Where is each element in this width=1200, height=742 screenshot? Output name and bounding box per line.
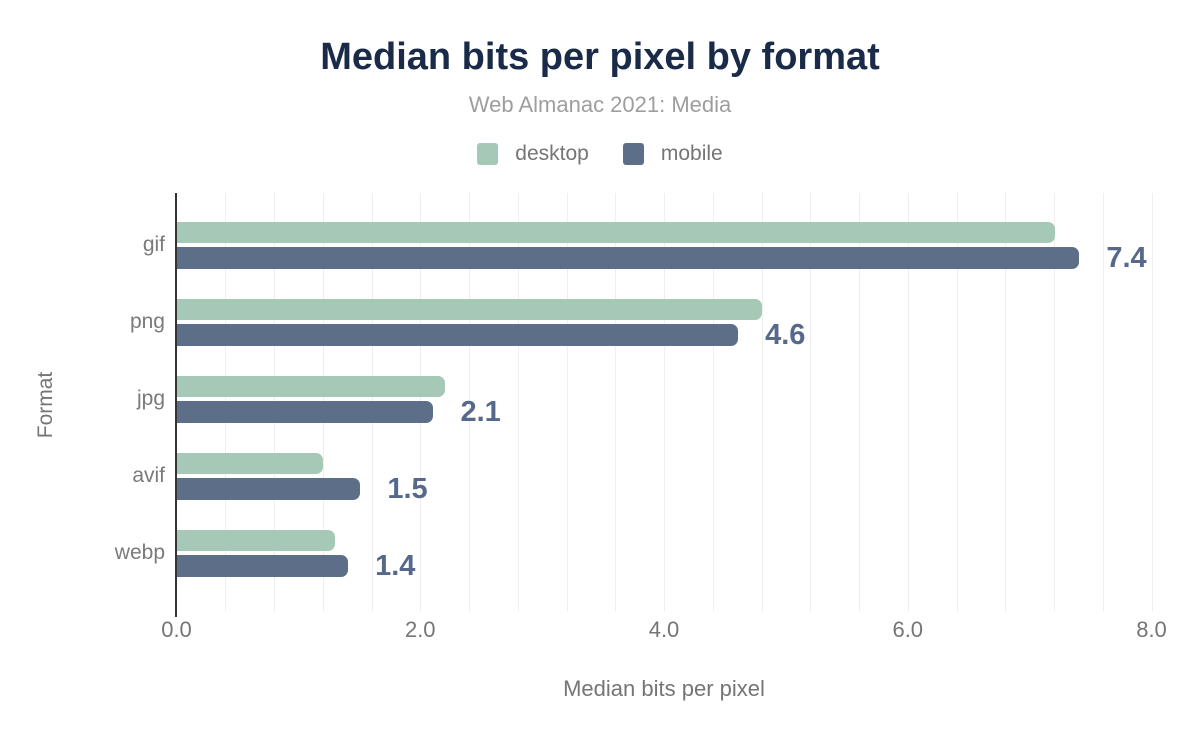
bar-desktop-avif[interactable] bbox=[177, 453, 324, 474]
bar-mobile-jpg[interactable] bbox=[177, 401, 433, 423]
chart-subtitle: Web Almanac 2021: Media bbox=[468, 92, 732, 117]
legend-label-desktop: desktop bbox=[515, 142, 589, 165]
mobile-swatch-icon bbox=[622, 143, 644, 165]
gridline bbox=[859, 193, 860, 611]
category-label-jpg: jpg bbox=[136, 387, 165, 410]
desktop-swatch-icon bbox=[477, 143, 499, 165]
x-tick-label: 8.0 bbox=[1136, 617, 1167, 642]
legend-item-mobile: mobile bbox=[622, 142, 723, 166]
x-tick-label: 0.0 bbox=[161, 617, 192, 642]
gridline bbox=[956, 193, 958, 611]
bar-value-label-jpg: 2.1 bbox=[460, 396, 501, 428]
gridline bbox=[664, 193, 665, 611]
category-label-gif: gif bbox=[142, 233, 165, 256]
x-tick-label: 4.0 bbox=[648, 617, 680, 642]
bar-desktop-png[interactable] bbox=[177, 299, 762, 320]
bar-value-label-gif: 7.4 bbox=[1106, 242, 1147, 274]
bar-desktop-webp[interactable] bbox=[177, 530, 336, 551]
gridline bbox=[615, 193, 617, 611]
category-label-webp: webp bbox=[114, 541, 165, 564]
category-label-avif: avif bbox=[132, 464, 165, 487]
gridline bbox=[566, 193, 568, 611]
x-tick-label: 6.0 bbox=[892, 617, 924, 642]
legend: desktop mobile bbox=[0, 142, 1200, 166]
gridline bbox=[517, 193, 519, 611]
gridline bbox=[1151, 193, 1153, 611]
bar-value-label-png: 4.6 bbox=[765, 319, 806, 351]
gridline bbox=[469, 193, 470, 611]
bar-desktop-jpg[interactable] bbox=[177, 376, 446, 397]
bar-mobile-webp[interactable] bbox=[177, 555, 348, 577]
gridline bbox=[1102, 193, 1104, 611]
x-axis-title: Median bits per pixel bbox=[563, 676, 765, 701]
bar-value-label-webp: 1.4 bbox=[375, 550, 416, 582]
gridline bbox=[1054, 193, 1055, 611]
x-tick-label: 2.0 bbox=[404, 617, 436, 642]
gridline bbox=[761, 193, 763, 611]
bar-mobile-png[interactable] bbox=[177, 324, 738, 346]
bar-mobile-avif[interactable] bbox=[177, 478, 360, 500]
y-axis-line bbox=[175, 193, 177, 617]
category-label-png: png bbox=[129, 310, 165, 333]
bar-value-label-avif: 1.5 bbox=[387, 473, 428, 505]
gridline bbox=[712, 193, 714, 611]
legend-label-mobile: mobile bbox=[660, 142, 723, 165]
gridline bbox=[907, 193, 909, 611]
gridline bbox=[810, 193, 812, 611]
bar-desktop-gif[interactable] bbox=[177, 222, 1055, 243]
bar-mobile-gif[interactable] bbox=[177, 247, 1079, 269]
gridline bbox=[1005, 193, 1007, 611]
chart-title: Median bits per pixel by format bbox=[320, 36, 880, 78]
legend-item-desktop: desktop bbox=[477, 142, 589, 166]
